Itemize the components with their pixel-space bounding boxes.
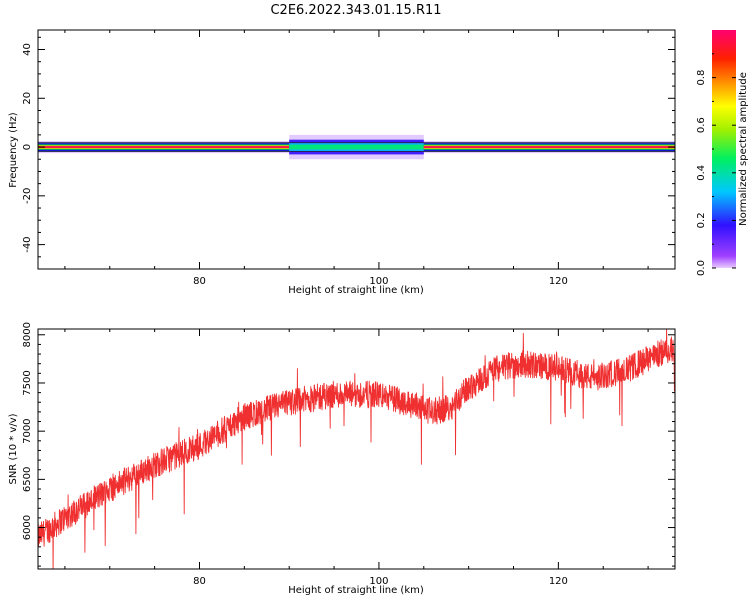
snr-ticks: 80 100 120 6000 6500 7000 7500 8000 — [22, 322, 675, 587]
spectrogram-xtick-label-120: 120 — [549, 276, 568, 287]
colorbar: 0.0 0.2 0.4 0.6 0.8 Normalized spectral ampl… — [696, 30, 749, 276]
colorbar-tick-label-1: 0.2 — [696, 212, 707, 228]
spectrogram-ytick-label-0: 0 — [22, 144, 33, 150]
spectrogram-xtick-label-80: 80 — [193, 276, 206, 287]
heatmap-layer — [38, 134, 675, 160]
snr-xtick-label-120: 120 — [549, 576, 568, 587]
spectrogram-xlabel: Height of straight line (km) — [288, 285, 424, 296]
snr-xtick-label-80: 80 — [193, 576, 206, 587]
snr-frame — [37, 328, 676, 570]
colorbar-tick-label-4: 0.8 — [696, 70, 707, 86]
spectrogram-ytick-label--40: -40 — [22, 236, 33, 252]
colorbar-tick-label-3: 0.6 — [696, 117, 707, 133]
spectrogram-xtick-label-100: 100 — [369, 276, 388, 287]
colorbar-ticks: 0.0 0.2 0.4 0.6 0.8 — [696, 53, 736, 276]
snr-ytick-label-7000: 7000 — [22, 418, 33, 443]
spectrogram-ticks: 80 100 120 -40 -20 0 20 40 — [22, 30, 675, 287]
snr-line-layer — [38, 329, 675, 569]
colorbar-gradient — [712, 30, 736, 268]
snr-series-line — [38, 329, 675, 569]
snr-ytick-label-8000: 8000 — [22, 322, 33, 347]
figure-title: C2E6.2022.343.01.15.R11 — [270, 3, 441, 18]
colorbar-label: Normalized spectral amplitude — [738, 72, 749, 226]
colorbar-tick-label-2: 0.4 — [696, 165, 707, 181]
snr-panel: 80 100 120 6000 6500 7000 7500 8000 Height of s… — [8, 322, 676, 596]
spectrogram-ytick-label--20: -20 — [22, 188, 33, 204]
snr-xlabel: Height of straight line (km) — [288, 585, 424, 596]
spectrogram-panel: 80 100 120 -40 -20 0 20 40 Height of straight l… — [8, 29, 676, 296]
snr-ytick-label-7500: 7500 — [22, 370, 33, 395]
colorbar-tick-label-0: 0.0 — [696, 260, 707, 276]
spectrogram-ylabel: Frequency (Hz) — [8, 112, 19, 188]
band-core-1-2 — [289, 144, 424, 150]
spectrogram-frame — [37, 29, 676, 270]
spectrogram-ytick-label-20: 20 — [22, 92, 33, 105]
spectrogram-ytick-label-40: 40 — [22, 43, 33, 56]
snr-ytick-label-6500: 6500 — [22, 467, 33, 492]
snr-ylabel: SNR (10 * v/v) — [8, 413, 19, 484]
snr-xtick-label-100: 100 — [369, 576, 388, 587]
snr-ytick-label-6000: 6000 — [22, 515, 33, 540]
